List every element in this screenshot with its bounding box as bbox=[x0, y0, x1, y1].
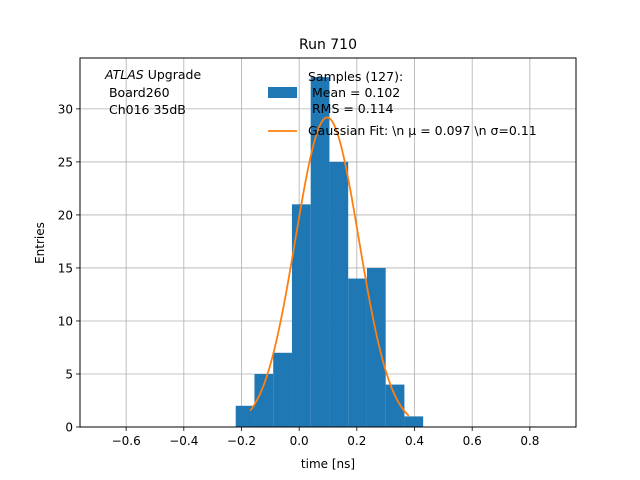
y-tick-label-2: 10 bbox=[58, 314, 73, 328]
y-tick-label-6: 30 bbox=[58, 102, 73, 116]
x-axis-label: time [ns] bbox=[301, 457, 355, 471]
annotation-line-3: Ch016 35dB bbox=[105, 102, 186, 117]
x-tick-label-2: −0.2 bbox=[227, 434, 256, 448]
histogram-bar-4 bbox=[310, 77, 330, 427]
chart-title: Run 710 bbox=[299, 37, 357, 53]
legend-hist-swatch bbox=[268, 87, 297, 98]
histogram-bar-9 bbox=[404, 416, 424, 427]
histogram-bar-6 bbox=[348, 278, 367, 427]
legend: Samples (127): Mean = 0.102 RMS = 0.114 … bbox=[268, 69, 537, 138]
x-tick-label-3: 0.0 bbox=[290, 434, 309, 448]
legend-hist-line-3: RMS = 0.114 bbox=[308, 101, 394, 116]
y-axis-label: Entries bbox=[33, 222, 47, 264]
annotation-atlas: ATLAS bbox=[104, 67, 144, 82]
x-tick-label-4: 0.2 bbox=[347, 434, 366, 448]
annotation-line-1: ATLAS Upgrade bbox=[104, 67, 201, 82]
histogram-bar-2 bbox=[273, 352, 292, 427]
annotation-line-2: Board260 bbox=[105, 85, 170, 100]
y-tick-label-4: 20 bbox=[58, 208, 73, 222]
legend-hist-line-2: Mean = 0.102 bbox=[308, 85, 400, 100]
histogram-bar-5 bbox=[329, 161, 349, 427]
x-tick-label-5: 0.4 bbox=[405, 434, 424, 448]
legend-fit-label: Gaussian Fit: \n μ = 0.097 \n σ=0.11 bbox=[308, 123, 537, 138]
x-axis-ticks: −0.6 −0.4 −0.2 0.0 0.2 0.4 0.6 0.8 bbox=[112, 427, 539, 448]
y-axis-ticks: 0 5 10 15 20 25 30 bbox=[58, 102, 80, 435]
histogram-bar-0 bbox=[235, 405, 255, 427]
y-tick-label-3: 15 bbox=[58, 261, 73, 275]
histogram-bar-1 bbox=[254, 373, 274, 427]
x-tick-label-1: −0.4 bbox=[169, 434, 198, 448]
y-tick-label-5: 25 bbox=[58, 155, 73, 169]
plot-frame bbox=[79, 57, 577, 428]
histogram-bar-3 bbox=[291, 204, 311, 427]
legend-hist-line-1: Samples (127): bbox=[308, 69, 403, 84]
gaussian-fit bbox=[249, 116, 410, 417]
atlas-annotation: ATLAS Upgrade Board260 Ch016 35dB bbox=[104, 67, 201, 117]
fit-curve bbox=[249, 116, 410, 417]
x-tick-label-6: 0.6 bbox=[463, 434, 482, 448]
y-tick-label-1: 5 bbox=[65, 367, 73, 381]
annotation-upgrade: Upgrade bbox=[144, 67, 202, 82]
y-tick-label-0: 0 bbox=[65, 421, 73, 435]
histogram-bar-7 bbox=[366, 267, 386, 427]
x-tick-label-0: −0.6 bbox=[112, 434, 141, 448]
x-tick-label-7: 0.8 bbox=[520, 434, 539, 448]
histogram-bar-8 bbox=[385, 384, 405, 427]
